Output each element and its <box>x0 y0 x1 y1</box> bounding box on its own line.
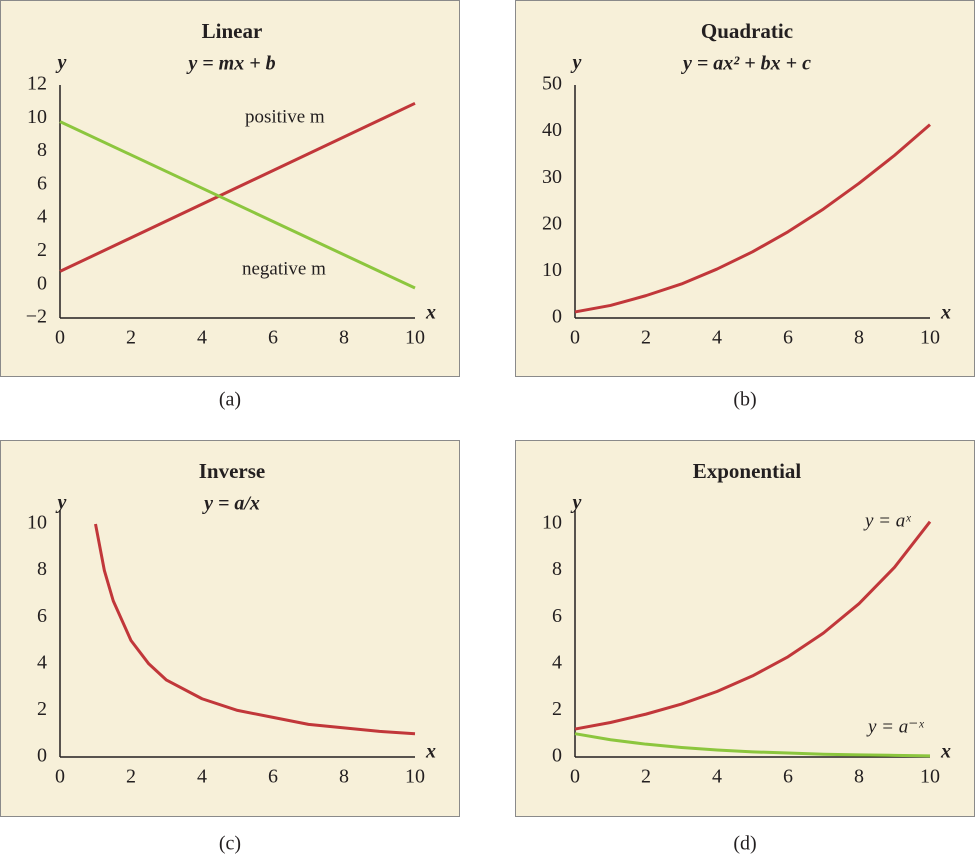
y-tick-label: 6 <box>37 605 47 627</box>
y-tick-label: 8 <box>552 558 562 580</box>
y-tick-label: 10 <box>542 512 562 534</box>
y-tick-label: 6 <box>37 172 47 194</box>
series-line <box>59 101 416 273</box>
x-tick-label: 8 <box>339 766 349 788</box>
x-tick-label: 10 <box>920 766 940 788</box>
y-tick-label: 30 <box>542 166 562 188</box>
y-tick-label: 10 <box>542 259 562 281</box>
panel: Exponential (d) 0 2 4 6 8 10 0 2 4 6 8 10 y x y = aˣ y = … <box>515 440 975 855</box>
x-tick-label: 0 <box>55 327 65 349</box>
series-line <box>59 120 416 290</box>
x-tick-label: 6 <box>783 327 793 349</box>
x-tick-label: 2 <box>641 327 651 349</box>
series-line <box>94 523 416 736</box>
panel: Linear y = mx + b (a) −2 0 2 4 6 8 10 12 0 2 4 6 8 10 y x p… <box>0 0 460 411</box>
y-tick-label: 4 <box>37 206 47 228</box>
y-tick-label: 10 <box>27 512 47 534</box>
x-tick-label: 8 <box>339 327 349 349</box>
panel-title: Quadratic <box>701 19 793 43</box>
panel: Inverse y = a/x (c) 0 2 4 6 8 10 0 2 4 6 8 10 y x <box>0 440 460 855</box>
y-tick-label: 40 <box>542 119 562 141</box>
y-axis-label: y <box>571 52 582 74</box>
x-tick-label: 0 <box>55 766 65 788</box>
y-tick-label: 12 <box>27 73 47 95</box>
y-axis-label: y <box>56 52 67 74</box>
y-tick-label: 2 <box>37 698 47 720</box>
x-tick-label: 8 <box>854 766 864 788</box>
x-axis-label: x <box>940 302 951 324</box>
x-tick-label: 0 <box>570 327 580 349</box>
x-axis-label: x <box>425 741 436 763</box>
y-tick-label: 0 <box>552 745 562 767</box>
y-tick-label: 2 <box>37 239 47 261</box>
panel-subtitle: y = a/x <box>202 493 260 515</box>
x-tick-label: 6 <box>268 766 278 788</box>
y-axis-label: y <box>571 492 582 514</box>
y-tick-label: 2 <box>552 698 562 720</box>
x-tick-label: 10 <box>405 327 425 349</box>
panel-caption: (a) <box>219 389 241 411</box>
x-tick-label: 2 <box>641 766 651 788</box>
x-tick-label: 4 <box>712 327 722 349</box>
x-tick-label: 8 <box>854 327 864 349</box>
x-tick-label: 4 <box>197 327 207 349</box>
x-tick-label: 4 <box>712 766 722 788</box>
y-tick-label: 10 <box>27 106 47 128</box>
y-tick-label: 0 <box>552 306 562 328</box>
x-tick-label: 0 <box>570 766 580 788</box>
panel-caption: (b) <box>733 389 756 411</box>
x-tick-label: 2 <box>126 327 136 349</box>
y-tick-label: 50 <box>542 73 562 95</box>
y-axis-label: y <box>56 492 67 514</box>
panel-background <box>515 0 975 377</box>
series-label: negative m <box>242 258 326 279</box>
panel-background <box>0 0 460 377</box>
series-label: y = a⁻ˣ <box>866 716 924 737</box>
y-tick-label: 8 <box>37 139 47 161</box>
panel-background <box>515 440 975 817</box>
panel-title: Exponential <box>693 459 802 483</box>
x-tick-label: 4 <box>197 766 207 788</box>
panel-caption: (d) <box>733 833 756 855</box>
panel-title: Inverse <box>199 459 266 483</box>
y-tick-label: 0 <box>37 272 47 294</box>
series-label: y = aˣ <box>863 510 911 531</box>
y-tick-label: 4 <box>37 651 47 673</box>
x-tick-label: 6 <box>783 766 793 788</box>
series-line <box>574 732 931 758</box>
x-tick-label: 10 <box>405 766 425 788</box>
x-tick-label: 2 <box>126 766 136 788</box>
y-tick-label: 20 <box>542 212 562 234</box>
y-tick-label: 0 <box>37 745 47 767</box>
panel: Quadratic y = ax² + bx + c (b) 0 10 20 30 40 50 0… <box>515 0 975 411</box>
x-tick-label: 6 <box>268 327 278 349</box>
x-axis-label: x <box>940 741 951 763</box>
y-tick-label: 6 <box>552 605 562 627</box>
x-tick-label: 10 <box>920 327 940 349</box>
series-line <box>574 123 931 314</box>
y-tick-label: 8 <box>37 558 47 580</box>
panel-subtitle: y = mx + b <box>186 53 275 75</box>
series-line <box>574 520 932 731</box>
y-tick-label: 4 <box>552 651 562 673</box>
panel-subtitle: y = ax² + bx + c <box>681 53 811 75</box>
x-axis-label: x <box>425 302 436 324</box>
y-tick-label: −2 <box>26 306 47 328</box>
panel-background <box>0 440 460 817</box>
panel-title: Linear <box>202 19 263 43</box>
series-label: positive m <box>245 106 325 127</box>
panel-caption: (c) <box>219 833 241 855</box>
